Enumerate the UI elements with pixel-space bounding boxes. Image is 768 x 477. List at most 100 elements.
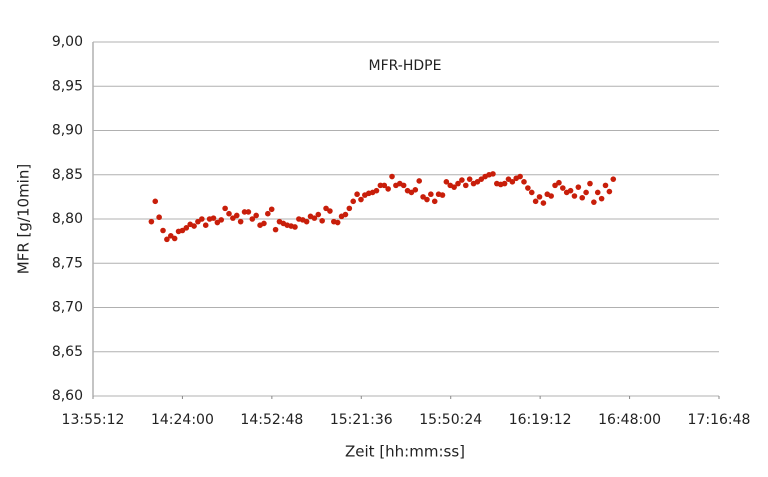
data-point bbox=[350, 198, 357, 205]
data-point bbox=[431, 198, 438, 205]
data-point bbox=[560, 185, 566, 191]
y-tick-label: 8,95 bbox=[52, 78, 83, 94]
data-point bbox=[342, 211, 349, 218]
data-point bbox=[439, 192, 446, 198]
data-point bbox=[571, 193, 578, 199]
data-point bbox=[272, 226, 279, 233]
x-axis-label: Zeit [hh:mm:ss] bbox=[345, 443, 465, 461]
x-tick-label: 17:16:48 bbox=[688, 412, 751, 428]
data-point bbox=[156, 214, 162, 221]
x-tick-label: 16:19:12 bbox=[509, 412, 572, 428]
data-point bbox=[334, 219, 341, 226]
data-point bbox=[183, 225, 190, 231]
data-point bbox=[292, 224, 298, 230]
data-point bbox=[443, 179, 450, 185]
y-tick-label: 8,60 bbox=[52, 388, 83, 404]
data-point bbox=[501, 180, 508, 187]
data-point bbox=[385, 186, 391, 192]
x-tick-label: 15:50:24 bbox=[419, 412, 482, 428]
data-point bbox=[591, 199, 597, 205]
data-point bbox=[466, 176, 473, 182]
data-point bbox=[253, 212, 259, 219]
data-point bbox=[389, 173, 395, 180]
data-point bbox=[509, 179, 516, 185]
data-point bbox=[311, 215, 318, 221]
data-point bbox=[358, 196, 364, 203]
data-point bbox=[245, 209, 252, 215]
data-point bbox=[583, 189, 589, 196]
data-point bbox=[377, 182, 384, 189]
y-tick-label: 8,70 bbox=[52, 300, 83, 316]
data-point bbox=[594, 189, 601, 196]
data-point bbox=[459, 177, 465, 183]
data-point bbox=[517, 173, 523, 180]
data-point bbox=[303, 218, 310, 225]
data-point bbox=[346, 205, 353, 212]
y-tick-label: 8,90 bbox=[52, 123, 83, 139]
data-point bbox=[548, 193, 554, 199]
data-point bbox=[265, 210, 271, 217]
data-point bbox=[462, 182, 469, 189]
data-point bbox=[261, 220, 267, 227]
data-point bbox=[451, 184, 457, 190]
data-point bbox=[579, 194, 586, 201]
data-point bbox=[191, 223, 197, 229]
x-tick-label: 13:55:12 bbox=[62, 412, 125, 428]
chart-title: MFR-HDPE bbox=[369, 58, 442, 74]
x-tick-label: 16:48:00 bbox=[598, 412, 661, 428]
data-point bbox=[249, 216, 256, 222]
data-point bbox=[327, 208, 333, 214]
data-point bbox=[416, 178, 422, 184]
data-point bbox=[521, 179, 527, 185]
data-point bbox=[148, 218, 155, 225]
data-point bbox=[152, 198, 159, 205]
data-point bbox=[381, 182, 388, 189]
data-point bbox=[233, 212, 240, 219]
data-point bbox=[412, 186, 419, 193]
y-tick-label: 8,65 bbox=[52, 344, 83, 360]
data-point bbox=[171, 235, 178, 242]
data-point bbox=[490, 171, 496, 177]
data-point bbox=[525, 185, 531, 191]
y-tick-label: 8,75 bbox=[52, 255, 83, 271]
x-tick-label: 15:21:36 bbox=[330, 412, 393, 428]
data-point bbox=[598, 195, 605, 202]
y-tick-label: 9,00 bbox=[52, 34, 83, 50]
data-point bbox=[218, 217, 225, 223]
data-point bbox=[602, 182, 609, 189]
data-point bbox=[373, 187, 380, 194]
data-point bbox=[237, 218, 244, 225]
data-point bbox=[319, 217, 325, 224]
data-point bbox=[268, 206, 275, 213]
y-axis-label: MFR [g/10min] bbox=[15, 164, 33, 274]
data-point bbox=[354, 191, 360, 198]
y-tick-label: 8,85 bbox=[52, 167, 83, 183]
data-point bbox=[428, 191, 434, 198]
data-point bbox=[424, 196, 430, 203]
data-point bbox=[587, 180, 593, 187]
data-point bbox=[199, 216, 205, 222]
data-point bbox=[455, 180, 461, 187]
data-point bbox=[567, 187, 574, 194]
data-point bbox=[540, 200, 547, 206]
data-point bbox=[575, 184, 582, 190]
data-point bbox=[226, 210, 232, 217]
data-point bbox=[536, 194, 543, 200]
data-point bbox=[610, 176, 617, 182]
y-tick-label: 8,80 bbox=[52, 211, 83, 227]
data-point bbox=[556, 179, 562, 186]
x-tick-label: 14:24:00 bbox=[151, 412, 214, 428]
data-point bbox=[222, 205, 228, 212]
data-point bbox=[210, 215, 217, 221]
data-point bbox=[164, 236, 170, 243]
data-point bbox=[528, 189, 535, 196]
data-point bbox=[400, 182, 407, 189]
data-point bbox=[532, 198, 539, 205]
x-tick-label: 14:52:48 bbox=[240, 412, 303, 428]
data-point bbox=[315, 211, 322, 218]
data-point bbox=[202, 222, 209, 228]
data-point bbox=[606, 188, 613, 195]
data-point bbox=[241, 209, 248, 215]
data-point bbox=[160, 227, 166, 234]
